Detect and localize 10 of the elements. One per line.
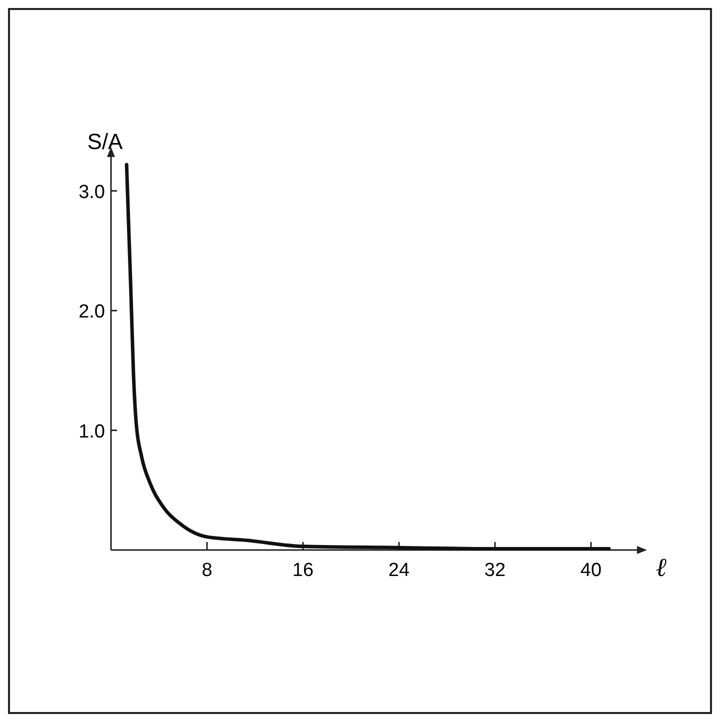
y-tick-label: 1.0 [78,421,105,442]
x-tick-label: 8 [202,560,212,581]
y-axis-title: S/A [87,129,124,154]
x-tick-label: 32 [484,560,506,581]
x-tick-label: 40 [580,560,602,581]
y-tick-label: 3.0 [78,182,105,203]
y-tick-label: 2.0 [78,302,105,323]
x-axis-title: ℓ [656,553,667,582]
x-tick-label: 24 [388,560,410,581]
x-tick-label: 16 [292,560,314,581]
